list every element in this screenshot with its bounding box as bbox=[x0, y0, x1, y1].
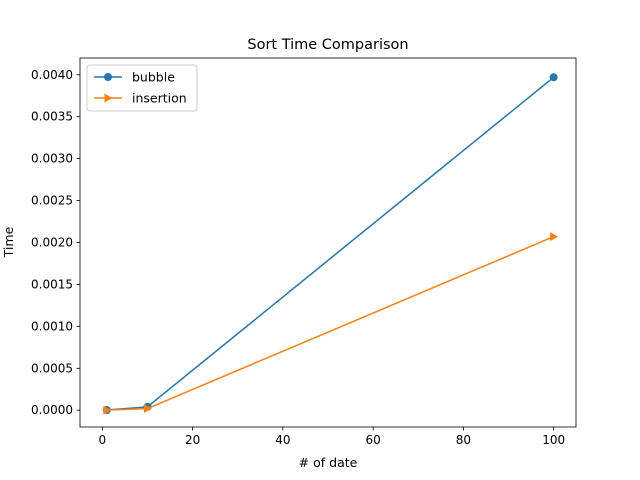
y-tick-label: 0.0005 bbox=[31, 361, 73, 375]
plot-area: 0 20 40 60 80 100 0.0000 0.0005 0.0010 0.0015 0.00… bbox=[31, 57, 577, 447]
y-tick-label: 0.0020 bbox=[31, 236, 73, 250]
y-axis-label: Time bbox=[1, 226, 16, 258]
y-tick-label: 0.0015 bbox=[31, 277, 73, 291]
x-tick-label: 100 bbox=[542, 433, 565, 447]
legend-marker-insertion bbox=[104, 93, 113, 103]
bubble-point bbox=[549, 73, 558, 82]
x-tick-label: 60 bbox=[365, 433, 380, 447]
y-tick-label: 0.0010 bbox=[31, 319, 73, 333]
x-tick-label: 40 bbox=[275, 433, 290, 447]
y-tick-label: 0.0030 bbox=[31, 152, 73, 166]
legend: bubble insertion bbox=[86, 64, 198, 112]
legend-label-insertion: insertion bbox=[132, 91, 187, 106]
legend-marker-bubble bbox=[104, 73, 112, 81]
y-tick-label: 0.0035 bbox=[31, 110, 73, 124]
insertion-point bbox=[550, 232, 559, 242]
x-tick-label: 0 bbox=[99, 433, 107, 447]
x-tick-label: 80 bbox=[456, 433, 471, 447]
chart-title: Sort Time Comparison bbox=[247, 37, 408, 53]
y-tick-label: 0.0040 bbox=[31, 68, 73, 82]
insertion-point bbox=[103, 405, 112, 415]
legend-label-bubble: bubble bbox=[132, 70, 175, 85]
insertion-point bbox=[143, 404, 152, 414]
x-tick-label: 20 bbox=[185, 433, 200, 447]
y-tick-label: 0.0025 bbox=[31, 194, 73, 208]
x-axis-label: # of date bbox=[299, 455, 358, 470]
y-tick-label: 0.0000 bbox=[31, 403, 73, 417]
